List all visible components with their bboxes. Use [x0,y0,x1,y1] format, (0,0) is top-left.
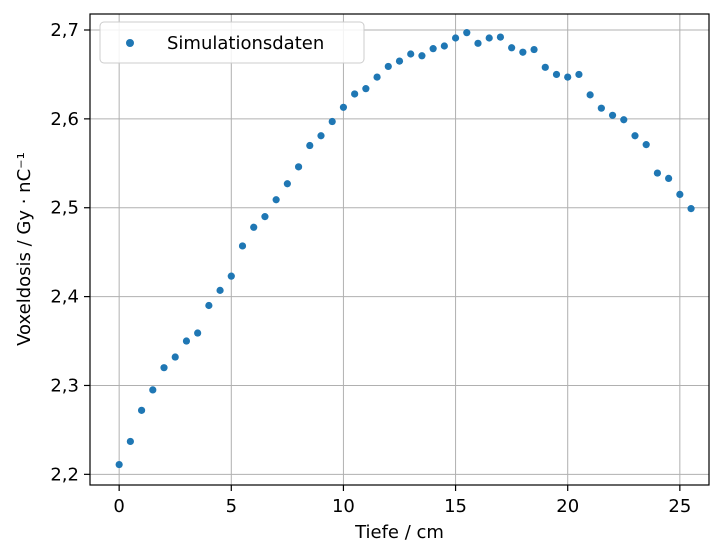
data-point [575,70,583,79]
legend-box [99,21,365,64]
data-point [261,213,269,221]
data-point [676,190,684,199]
data-point [463,29,471,37]
x-tick-label: 20 [556,496,579,517]
plot-frame [89,13,710,486]
x-tick-label: 25 [668,496,691,517]
data-point [194,329,202,337]
x-axis-label: Tiefe / cm [354,522,444,543]
data-point [283,180,291,188]
data-point [530,45,538,54]
y-axis-label: Voxeldosis / Gy · nC⁻¹ [14,152,35,346]
data-point [182,337,191,345]
legend: Simulationsdaten [99,21,365,64]
data-point [519,48,527,56]
data-point [250,223,258,231]
y-tick-label: 2,4 [50,287,79,308]
data-point [665,174,673,183]
data-point [608,111,617,119]
data-point [496,33,505,41]
data-point [418,52,426,60]
data-point [440,42,448,50]
data-point [485,34,493,42]
data-point [126,437,134,446]
data-point [306,141,314,150]
y-tick-label: 2,7 [50,20,79,41]
plot-background [90,14,709,485]
ticks-layer: 0 5 10 15 20 25 2,2 2,3 2,4 2,5 2,6 2,7 [50,20,691,517]
data-point [429,45,437,53]
data-point [384,62,392,71]
data-point [631,132,639,140]
data-point [620,116,628,124]
data-point [395,57,404,65]
data-point [137,406,146,414]
data-point [328,117,336,126]
data-point [205,301,213,310]
y-tick-label: 2,2 [50,464,79,485]
data-point [115,460,123,469]
data-point [272,196,280,204]
data-point [351,90,359,98]
data-point [238,242,247,250]
data-point [564,73,572,81]
y-tick-label: 2,5 [50,198,79,219]
data-point [541,63,549,71]
data-point [597,104,605,112]
data-point [508,44,516,52]
x-tick-label: 15 [444,496,467,517]
data-point [653,169,662,177]
data-point [294,163,303,171]
y-tick-label: 2,6 [50,109,79,130]
x-tick-label: 5 [226,496,237,517]
data-point [227,272,235,280]
data-point [642,141,650,149]
data-point [339,103,348,111]
data-point [552,70,561,79]
data-point [216,286,224,294]
data-points-layer [115,29,695,469]
data-point [149,386,157,394]
data-point [171,353,179,361]
data-point [451,34,460,42]
data-point [687,205,695,213]
data-point [586,91,594,99]
data-point [317,132,325,140]
data-point [362,85,370,93]
legend-label: Simulationsdaten [167,33,324,54]
x-tick-label: 10 [332,496,355,517]
data-point [160,364,168,372]
legend-marker [126,39,134,47]
y-tick-label: 2,3 [50,375,79,396]
data-point [373,73,381,81]
x-tick-label: 0 [113,496,124,517]
data-point [474,39,482,47]
data-point [407,50,415,58]
